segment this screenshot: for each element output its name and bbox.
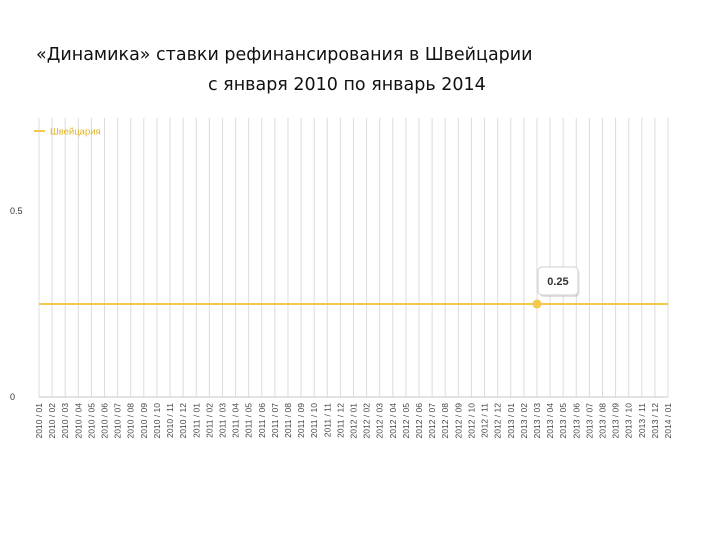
chart-title-line-1: «Динамика» ставки рефинансирования в Шве… — [36, 45, 533, 65]
x-tick-label: 2010 / 11 — [165, 403, 175, 438]
x-tick-label: 2011 / 01 — [191, 403, 201, 438]
x-tick-label: 2010 / 09 — [139, 403, 149, 439]
x-tick-label: 2012 / 05 — [401, 403, 411, 439]
x-tick-label: 2012 / 06 — [414, 403, 424, 439]
x-tick-label: 2011 / 11 — [322, 403, 332, 437]
series-layer — [39, 299, 668, 309]
x-tick-label: 2013 / 12 — [650, 403, 660, 439]
x-tick-label: 2014 / 01 — [663, 403, 673, 439]
tooltip-box — [537, 266, 579, 296]
x-axis: 2010 / 01 2010 / 02 2010 / 03 2010 / 04 2010… — [34, 403, 673, 439]
x-tick-label: 2012 / 01 — [349, 403, 359, 439]
tooltip-value: 0.25 — [547, 276, 568, 288]
y-axis: 00.5 — [10, 206, 23, 402]
x-tick-label: 2013 / 08 — [597, 403, 607, 439]
x-tick-label: 2013 / 02 — [519, 403, 529, 439]
x-tick-label: 2013 / 05 — [558, 403, 568, 439]
x-tick-label: 2012 / 02 — [362, 403, 372, 439]
x-tick-label: 2011 / 05 — [244, 403, 254, 438]
x-tick-label: 2013 / 10 — [624, 403, 634, 439]
legend: Швейцария — [34, 127, 101, 138]
x-tick-label: 2010 / 08 — [126, 403, 136, 439]
x-tick-label: 2010 / 03 — [60, 403, 70, 439]
chart-title-line-2: с января 2010 по январь 2014 — [208, 75, 486, 95]
x-tick-label: 2010 / 06 — [100, 403, 110, 439]
x-tick-label: 2010 / 07 — [113, 403, 123, 439]
x-tick-label: 2010 / 05 — [86, 403, 96, 439]
x-tick-label: 2011 / 07 — [270, 403, 280, 438]
x-tick-label: 2012 / 09 — [453, 403, 463, 439]
grid-lines — [38, 118, 669, 398]
x-tick-label: 2012 / 03 — [375, 403, 385, 439]
x-tick-label: 2012 / 10 — [466, 403, 476, 439]
y-tick-label: 0.5 — [10, 206, 23, 216]
x-tick-label: 2011 / 03 — [217, 403, 227, 438]
legend-entry-label: Швейцария — [50, 127, 101, 138]
x-tick-label: 2013 / 11 — [637, 403, 647, 438]
x-tick-label: 2013 / 04 — [545, 403, 555, 439]
x-tick-label: 2010 / 01 — [34, 403, 44, 439]
x-tick-label: 2013 / 09 — [611, 403, 621, 439]
tooltip: 0.25 — [537, 266, 580, 297]
x-tick-label: 2011 / 02 — [204, 403, 214, 438]
highlight-point — [532, 299, 542, 309]
x-tick-label: 2012 / 08 — [440, 403, 450, 439]
x-tick-label: 2012 / 12 — [493, 403, 503, 439]
x-tick-label: 2013 / 03 — [532, 403, 542, 439]
y-tick-label: 0 — [10, 392, 15, 402]
x-tick-label: 2011 / 08 — [283, 403, 293, 438]
x-tick-label: 2010 / 12 — [178, 403, 188, 439]
x-tick-label: 2010 / 02 — [47, 403, 57, 439]
x-tick-label: 2013 / 06 — [571, 403, 581, 439]
x-tick-label: 2010 / 10 — [152, 403, 162, 439]
x-tick-label: 2011 / 06 — [257, 403, 267, 438]
x-tick-label: 2010 / 04 — [73, 403, 83, 439]
x-tick-label: 2011 / 04 — [231, 403, 241, 438]
x-tick-label: 2012 / 04 — [388, 403, 398, 439]
x-tick-label: 2011 / 09 — [296, 403, 306, 438]
x-tick-label: 2013 / 01 — [506, 403, 516, 439]
x-tick-label: 2011 / 12 — [335, 403, 345, 438]
x-tick-label: 2012 / 11 — [480, 403, 490, 438]
x-tick-label: 2011 / 10 — [309, 403, 319, 438]
x-tick-label: 2013 / 07 — [584, 403, 594, 439]
x-tick-label: 2012 / 07 — [427, 403, 437, 439]
